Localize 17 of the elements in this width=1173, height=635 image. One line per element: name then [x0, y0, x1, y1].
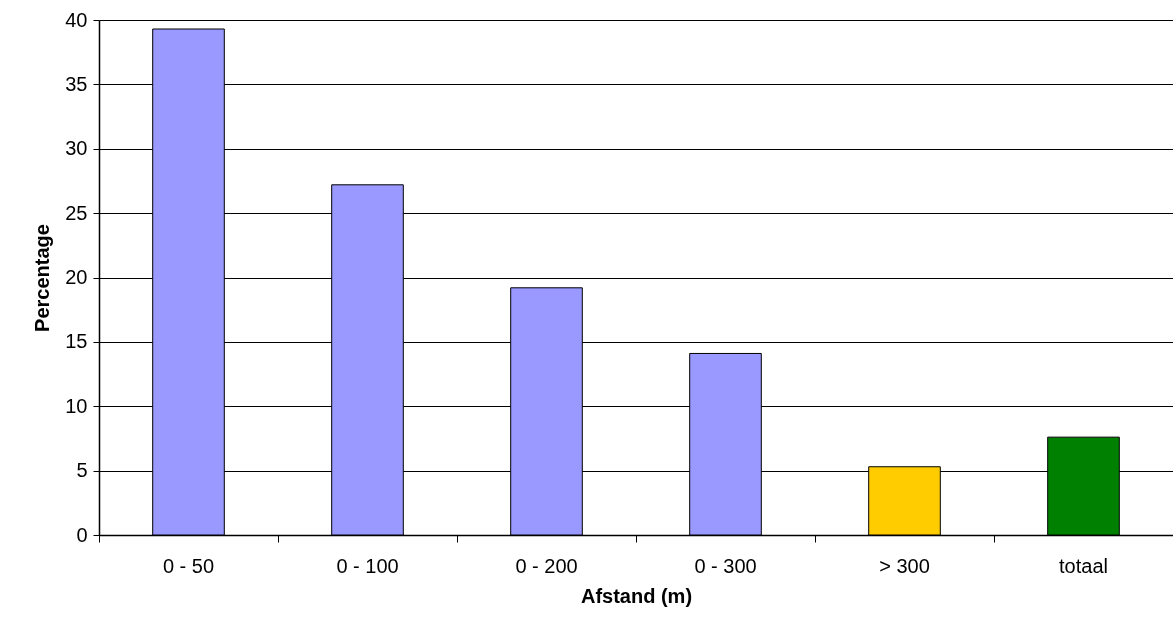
- y-tick-label: 10: [65, 394, 88, 417]
- y-tick-label: 40: [65, 8, 88, 31]
- x-tick-label: totaal: [1059, 554, 1108, 577]
- y-tick-label: 30: [65, 137, 88, 160]
- y-tick-label: 25: [65, 201, 88, 224]
- y-tick-label: 35: [65, 72, 88, 95]
- y-tick-label: 20: [65, 266, 88, 288]
- y-tick-label: 5: [76, 459, 88, 482]
- y-tick-label: 0: [76, 523, 88, 546]
- x-tick-label: 0 - 50: [162, 554, 215, 577]
- y-axis-title: Percentage: [31, 224, 54, 332]
- y-tick-label: 15: [65, 330, 88, 353]
- x-tick-label: 0 - 100: [336, 554, 399, 577]
- x-tick-label: 0 - 300: [694, 554, 757, 577]
- x-axis-title: Afstand (m): [580, 584, 693, 607]
- x-tick-label: 0 - 200: [515, 554, 578, 577]
- x-tick-label: > 300: [879, 554, 930, 577]
